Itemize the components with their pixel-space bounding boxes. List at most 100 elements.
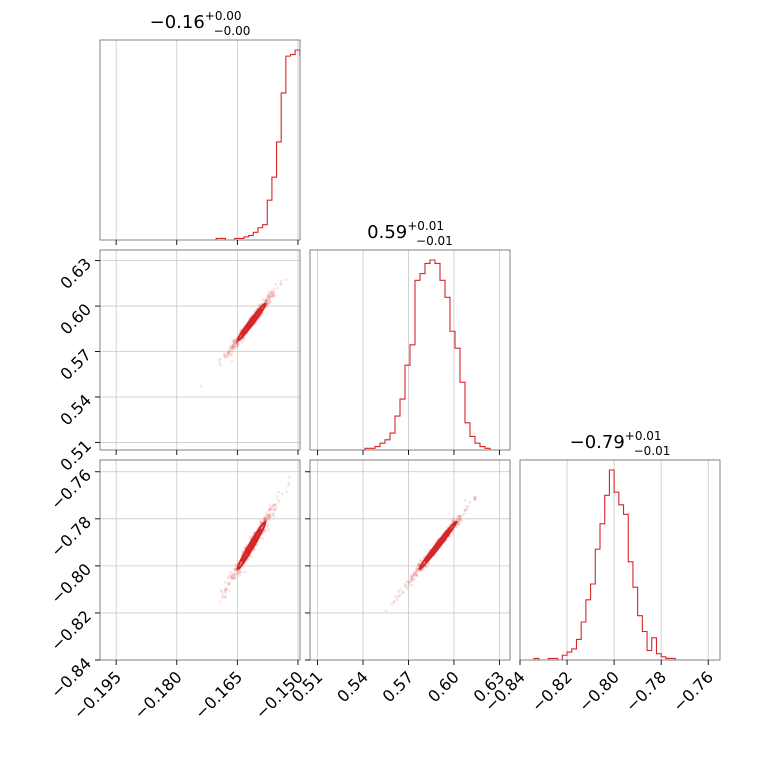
- density-0-2-point: [274, 503, 278, 506]
- density-1-2-point: [411, 573, 415, 577]
- density-1-2-point: [425, 565, 428, 569]
- density-0-1-point: [270, 295, 274, 299]
- density-1-2-point: [458, 514, 462, 518]
- density-1-2-point: [413, 570, 417, 574]
- density-0-2-point: [235, 572, 239, 576]
- density-0-2-point: [227, 582, 231, 586]
- density-0-1-point: [269, 300, 272, 304]
- density-0-1-point: [218, 363, 222, 367]
- density-0-2-point: [272, 504, 276, 507]
- density-1-2-point: [410, 575, 414, 578]
- y-tick-label-1-1: 0.54: [56, 391, 95, 430]
- density-0-2-point: [272, 515, 276, 519]
- density-1-2-point: [414, 573, 418, 577]
- density-0-1-point: [227, 352, 230, 356]
- density-0-2-point: [234, 576, 237, 580]
- density-0-1-point: [264, 300, 268, 303]
- density-0-2-point: [228, 581, 232, 585]
- density-0-1-point: [233, 341, 237, 345]
- density-0-2-point: [265, 518, 269, 521]
- density-0-1-point: [269, 295, 273, 299]
- density-0-2: [218, 475, 291, 603]
- density-1-2-point: [417, 562, 421, 566]
- title-minus-error: −0.01: [416, 234, 453, 248]
- density-0-2-point: [221, 595, 225, 599]
- density-0-1-point: [270, 290, 274, 293]
- density-0-2-point: [268, 507, 272, 511]
- density-0-1-point: [223, 353, 227, 357]
- density-0-2-point: [227, 575, 231, 578]
- density-0-2-point: [265, 525, 269, 528]
- density-0-1-point: [229, 344, 233, 348]
- density-0-2-point: [267, 513, 271, 517]
- density-0-2-point: [277, 490, 280, 494]
- density-0-1-point: [280, 282, 283, 286]
- density-0-2-point: [268, 518, 272, 521]
- frame-layer: [95, 39, 721, 665]
- density-0-2-point: [230, 576, 234, 580]
- density-1-2-point: [455, 515, 459, 519]
- density-0-1-point: [231, 347, 235, 351]
- density-0-2-point: [243, 545, 247, 549]
- x-tick-label-1-3: 0.60: [424, 667, 463, 706]
- density-0-2-point: [267, 513, 271, 517]
- panel-title-0: −0.16+0.00 −0.00: [150, 9, 251, 38]
- density-0-1-point: [234, 344, 238, 348]
- density-0-2-point: [250, 555, 254, 559]
- density-0-1-point: [266, 295, 270, 298]
- density-1-2-point: [468, 501, 472, 504]
- density-0-2-point: [263, 518, 266, 522]
- density-0-1-point: [234, 339, 238, 343]
- density-0-1-point: [233, 345, 236, 349]
- density-1-2-point: [406, 587, 409, 591]
- density-0-2-point: [269, 515, 273, 518]
- density-0-2-point: [230, 574, 234, 577]
- density-0-2-point: [224, 588, 227, 592]
- density-1-2-point: [390, 603, 394, 606]
- density-0-1-point: [229, 347, 232, 351]
- density-0-2-point: [266, 518, 270, 521]
- density-0-2-point: [262, 515, 266, 519]
- density-1-2-point: [463, 509, 467, 512]
- y-tick-label-1-2: 0.57: [56, 345, 95, 384]
- density-0-1-point: [231, 343, 235, 347]
- density-1-2-point: [458, 514, 462, 518]
- density-1-2-point: [398, 593, 402, 597]
- density-1-2-point: [457, 520, 461, 524]
- histogram-param-0: [100, 49, 301, 241]
- density-0-1-point: [268, 292, 271, 296]
- density-1-2-point: [465, 507, 469, 511]
- density-0-1-point: [231, 344, 235, 348]
- density-1-2-point: [410, 578, 413, 582]
- density-0-2-point: [273, 508, 277, 511]
- density-1-2-point: [458, 517, 462, 520]
- density-0-2-point: [237, 572, 240, 576]
- density-0-1-point: [233, 341, 237, 345]
- density-1-2-point: [411, 575, 415, 579]
- density-1-2-point: [415, 567, 419, 571]
- density-0-1-point: [235, 343, 239, 346]
- density-0-1-point: [239, 328, 242, 332]
- density-0-1-point: [226, 355, 230, 358]
- density-0-2-point: [221, 592, 225, 596]
- y-tick-label-2-3: −0.78: [47, 512, 95, 560]
- density-1-2-point: [419, 559, 423, 563]
- density-0-1-point: [230, 350, 234, 353]
- density-0-2-point: [274, 505, 278, 509]
- density-0-2-point: [231, 577, 235, 581]
- density-0-1-point: [268, 295, 271, 298]
- density-0-2-point: [224, 586, 228, 590]
- density-1-2-point: [461, 513, 464, 517]
- density-1-2-point: [463, 512, 467, 516]
- panel-1-1-frame: [309, 249, 511, 451]
- density-1-2-point: [451, 516, 455, 520]
- x-tick-label-2-3: −0.78: [622, 667, 670, 715]
- density-0-2-point: [264, 517, 268, 521]
- density-0-1-point: [235, 341, 239, 345]
- density-0-1-point: [272, 290, 276, 294]
- density-0-1: [199, 278, 288, 388]
- density-1-2-point: [455, 517, 459, 521]
- density-0-2-point: [263, 529, 267, 533]
- density-0-1-point: [234, 341, 238, 345]
- density-0-2-point: [265, 513, 269, 517]
